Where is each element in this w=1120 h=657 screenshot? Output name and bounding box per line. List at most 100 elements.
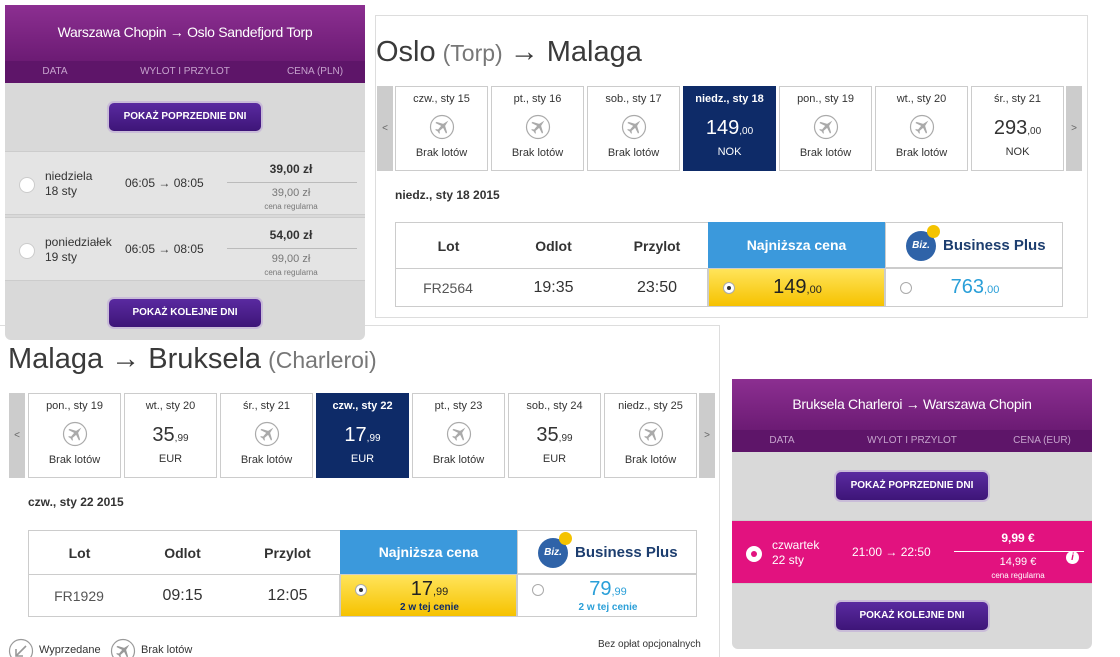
day-tab[interactable]: niedz., sty 18 149,00 NOK (683, 86, 776, 171)
legend-text: Wyprzedane (39, 644, 101, 656)
day-tab[interactable]: śr., sty 21 293,00 NOK (971, 86, 1064, 171)
panel-title: Warszawa Chopin → Oslo Sandefjord Torp (57, 24, 313, 40)
price-decimals: ,99 (558, 433, 573, 444)
divider (954, 551, 1084, 552)
header-text: Business Plus (575, 544, 678, 561)
day-tab[interactable]: czw., sty 15 Brak lotów (395, 86, 488, 171)
regular-price: 39,00 zł (271, 187, 311, 199)
flight-row[interactable]: czwartek 22 sty 21:00 → 22:50 9,99 € 14,99 €… (732, 520, 1092, 584)
radio[interactable] (532, 584, 544, 596)
biz-plus (927, 225, 940, 238)
route-title-part: (Torp) (442, 40, 503, 66)
fare-cell[interactable]: 763,00 (885, 268, 1063, 307)
price-decimals: ,99 (174, 433, 189, 444)
regular-price: 14,99 € (999, 556, 1037, 568)
prev-days-button[interactable]: POKAŻ POPRZEDNIE DNI (834, 470, 990, 502)
regular-label: cena regularna (264, 202, 318, 211)
flight-row (395, 268, 708, 307)
no-flights-icon (254, 421, 280, 447)
header-cell: Biz. Business Plus (885, 222, 1063, 268)
no-flights: Brak lotów (624, 454, 677, 466)
day-tab[interactable]: niedz., sty 25 Brak lotów (604, 393, 697, 478)
booking-panel: Bruksela Charleroi → Warszawa Chopin DATA… (732, 379, 1092, 649)
day-label: pon., sty 19 (797, 93, 854, 105)
date: 19 sty (45, 250, 78, 264)
currency: EUR (350, 453, 375, 465)
biz-badge: Biz. (906, 225, 940, 261)
no-flights-icon (638, 421, 664, 447)
price-decimals: ,00 (984, 283, 1000, 296)
price-decimals: ,00 (739, 126, 754, 137)
day-tab[interactable]: czw., sty 22 17,99 EUR (316, 393, 409, 478)
day-price: 293,00 (972, 117, 1063, 140)
price-main: 149 (773, 275, 807, 298)
radio[interactable] (723, 281, 735, 294)
day-label: wt., sty 20 (145, 400, 196, 412)
no-flights-icon (62, 421, 88, 447)
prev-days-button[interactable]: POKAŻ POPRZEDNIE DNI (107, 101, 263, 133)
departure: 19:35 (533, 278, 574, 296)
day-tab[interactable]: wt., sty 20 35,99 EUR (124, 393, 217, 478)
arrival: 12:05 (267, 586, 308, 604)
column-header: CENA (PLN) (286, 66, 344, 77)
day-tab[interactable]: sob., sty 24 35,99 EUR (508, 393, 601, 478)
day: czwartek (772, 538, 820, 552)
flight-row[interactable]: poniedziałek 19 sty 06:05 → 08:05 54,00 zł 9… (5, 217, 365, 281)
day-tab[interactable]: pt., sty 23 Brak lotów (412, 393, 505, 478)
next-arrow[interactable]: > (699, 393, 715, 478)
price: 39,00 zł (269, 162, 313, 176)
currency: NOK (1005, 146, 1030, 158)
day-tab[interactable]: śr., sty 21 Brak lotów (220, 393, 313, 478)
day-tab[interactable]: wt., sty 20 Brak lotów (875, 86, 968, 171)
panel-header: Bruksela Charleroi → Warszawa Chopin (732, 379, 1092, 430)
flight-row (28, 574, 340, 617)
radio[interactable] (19, 177, 35, 193)
next-days-button[interactable]: POKAŻ KOLEJNE DNI (834, 600, 990, 632)
day-label: śr., sty 21 (993, 93, 1042, 105)
day-tab[interactable]: pon., sty 19 Brak lotów (779, 86, 872, 171)
flight-number: FR1929 (54, 587, 104, 604)
day-label: czw., sty 22 (332, 400, 393, 412)
info-icon[interactable]: i (1066, 551, 1079, 564)
next-days-button[interactable]: POKAŻ KOLEJNE DNI (107, 297, 263, 329)
fare-cell[interactable]: 149,00 (708, 268, 885, 307)
radio[interactable] (19, 243, 35, 259)
day-tab[interactable]: pon., sty 19 Brak lotów (28, 393, 121, 478)
day-label: czw., sty 15 (413, 93, 470, 105)
prev-arrow[interactable]: < (9, 393, 25, 478)
day: poniedziałek (45, 235, 112, 249)
price-decimals: ,00 (806, 283, 822, 296)
fare-note: 2 w tej cenie (400, 602, 459, 613)
prev-arrow[interactable]: < (377, 86, 393, 171)
day-tab[interactable]: sob., sty 17 Brak lotów (587, 86, 680, 171)
fare-cell[interactable]: 79,99 2 w tej cenie (517, 574, 697, 617)
selected-date: niedz., sty 18 2015 (395, 188, 500, 202)
currency: EUR (158, 453, 183, 465)
price-main: 763 (950, 275, 985, 298)
currency: EUR (542, 453, 567, 465)
day-label: sob., sty 24 (526, 400, 583, 412)
fare-cell[interactable]: 17,99 2 w tej cenie (340, 574, 517, 617)
no-flights: Brak lotów (240, 454, 293, 466)
day-tab[interactable]: pt., sty 16 Brak lotów (491, 86, 584, 171)
selected-date: czw., sty 22 2015 (28, 495, 124, 509)
route-title-part: (Charleroi) (268, 347, 377, 373)
date: 22 sty (772, 553, 805, 567)
no-flights-icon (525, 114, 551, 140)
flight-row[interactable]: niedziela 18 sty 06:05 → 08:05 39,00 zł 39,0… (5, 151, 365, 215)
column-header: WYLOT I PRZYLOT (867, 435, 957, 446)
booking-panel: Warszawa Chopin → Oslo Sandefjord Torp DA… (5, 5, 365, 340)
no-flights: Brak lotów (895, 147, 948, 159)
radio[interactable] (355, 584, 367, 596)
departure: 09:15 (162, 586, 203, 604)
legend-note: Bez opłat opcjonalnych (598, 639, 701, 650)
biz-plus (559, 532, 572, 545)
radio[interactable] (900, 281, 912, 294)
column-header: DATA (42, 66, 68, 77)
price: 9,99 € (1001, 531, 1035, 545)
day-label: wt., sty 20 (896, 93, 947, 105)
next-arrow[interactable]: > (1066, 86, 1082, 171)
radio-dot (727, 285, 731, 290)
radio[interactable] (746, 546, 762, 562)
